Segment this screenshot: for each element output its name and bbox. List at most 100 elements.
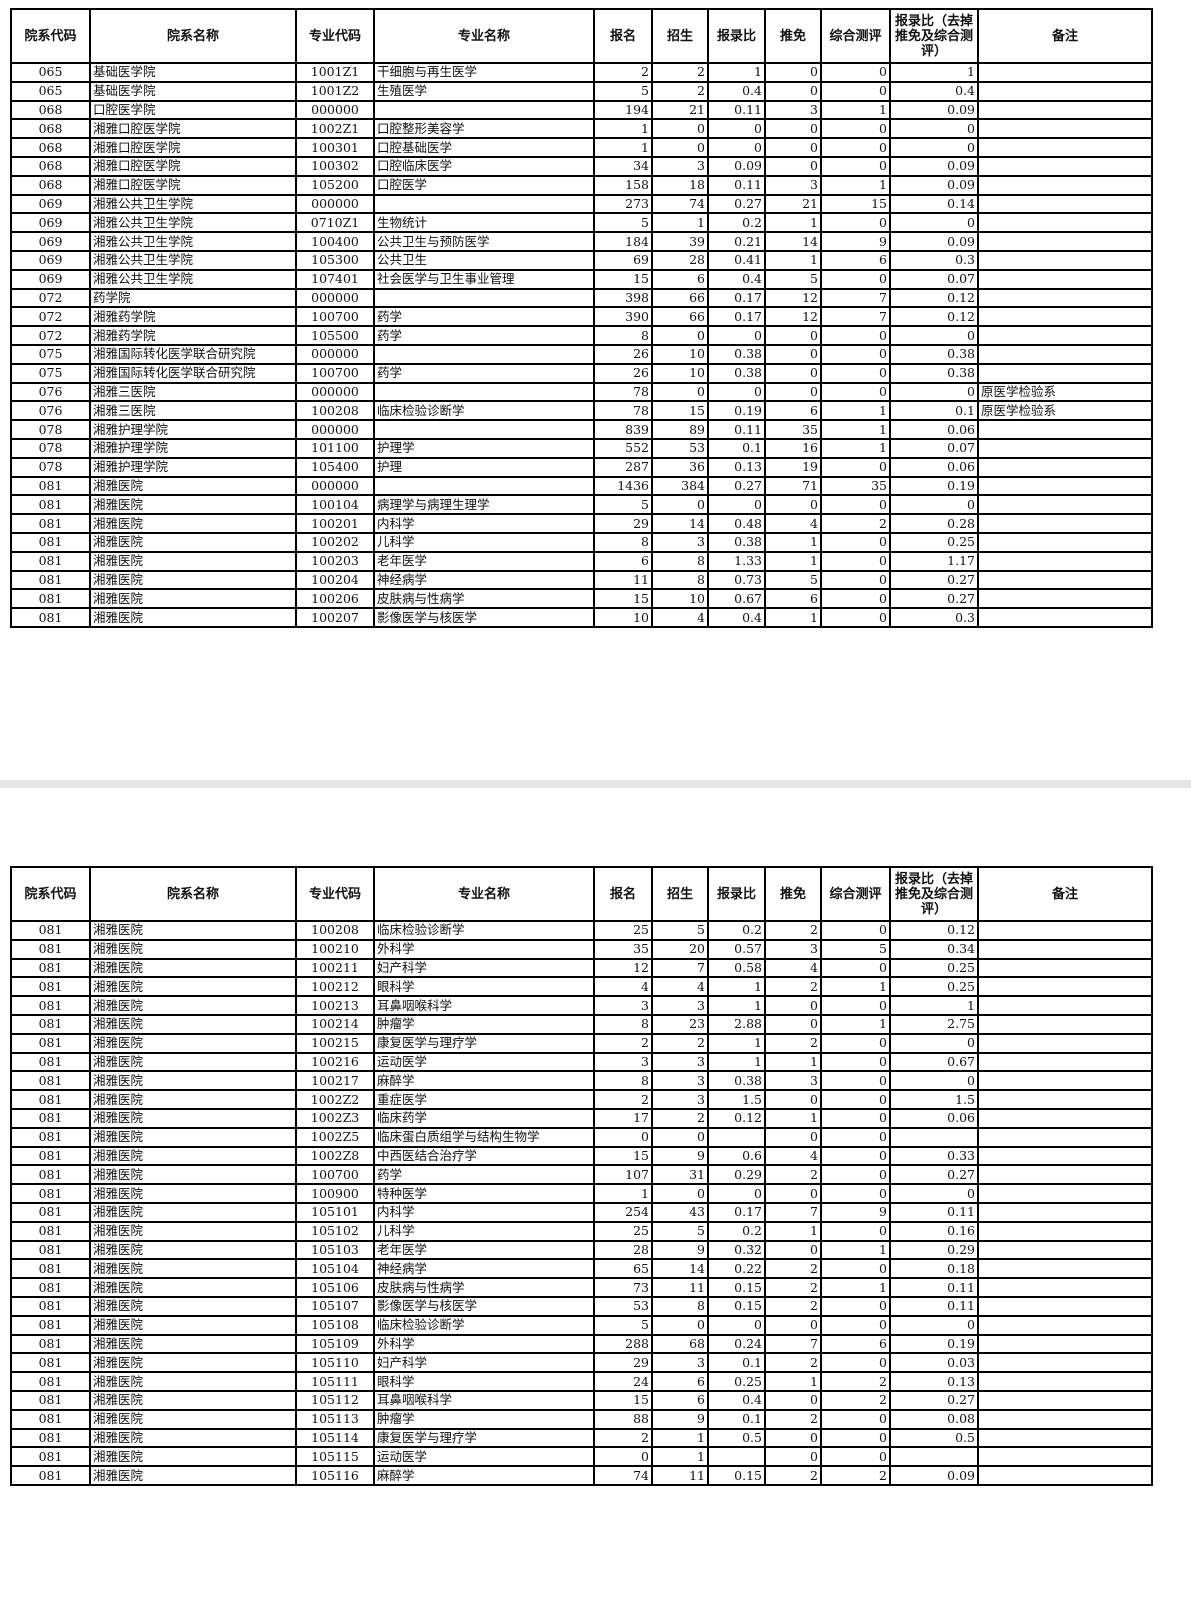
cell-evaluation: 0 (820, 1145, 891, 1167)
cell-major-code: 105102 (295, 1220, 375, 1242)
cell-ratio: 1 (707, 1051, 766, 1073)
cell-dept-code: 081 (10, 1070, 91, 1092)
cell-major-code: 105107 (295, 1295, 375, 1317)
cell-major-code: 105114 (295, 1427, 375, 1449)
cell-dept-code: 068 (10, 155, 91, 177)
cell-dept-name: 湘雅医院 (89, 995, 297, 1016)
cell-enrolled: 28 (651, 249, 709, 271)
table-row: 069 湘雅公共卫生学院 0710Z1 生物统计 5 1 0.2 1 0 0 (10, 212, 1153, 234)
table-row: 081 湘雅医院 100900 特种医学 1 0 0 0 0 0 (10, 1183, 1153, 1204)
cell-dept-code: 081 (10, 531, 91, 553)
cell-major-code: 1001Z2 (295, 80, 375, 102)
table-row: 081 湘雅医院 100201 内科学 29 14 0.48 4 2 0.28 (10, 513, 1153, 534)
cell-major-code: 000000 (295, 419, 375, 440)
cell-ratio: 0.38 (707, 1070, 766, 1092)
cell-dept-name: 湘雅国际转化医学联合研究院 (89, 362, 297, 384)
cell-applicants: 2 (593, 1032, 653, 1054)
cell-dept-code: 065 (10, 80, 91, 102)
cell-exempt: 3 (764, 174, 822, 196)
cell-adjusted-ratio: 0.3 (889, 249, 979, 271)
cell-applicants: 1436 (593, 475, 653, 497)
cell-exempt: 2 (764, 1408, 822, 1430)
cell-applicants: 0 (593, 1446, 653, 1468)
table-row: 081 湘雅医院 105104 神经病学 65 14 0.22 2 0 0.18 (10, 1258, 1153, 1280)
cell-evaluation: 0 (820, 268, 891, 290)
cell-exempt: 1 (764, 550, 822, 572)
table-row: 068 湘雅口腔医学院 100301 口腔基础医学 1 0 0 0 0 0 (10, 137, 1153, 158)
cell-major-name: 运动医学 (373, 1446, 595, 1468)
cell-applicants: 29 (593, 513, 653, 534)
table-row: 072 药学院 000000 398 66 0.17 12 7 0.12 (10, 287, 1153, 309)
header-ratio: 报录比 (707, 8, 766, 64)
cell-ratio: 0.09 (707, 155, 766, 177)
cell-evaluation: 0 (820, 1051, 891, 1073)
cell-major-code: 000000 (295, 475, 375, 497)
cell-note (977, 1239, 1153, 1261)
cell-adjusted-ratio: 1.5 (889, 1089, 979, 1110)
cell-evaluation: 6 (820, 249, 891, 271)
cell-enrolled: 1 (651, 1427, 709, 1449)
header-adjusted-ratio: 报录比（去掉推免及综合测评） (889, 866, 979, 922)
cell-dept-name: 湘雅医院 (89, 1107, 297, 1129)
cell-dept-code: 069 (10, 249, 91, 271)
cell-adjusted-ratio: 0 (889, 1183, 979, 1204)
cell-dept-name: 湘雅医院 (89, 976, 297, 998)
cell-evaluation: 1 (820, 1239, 891, 1261)
cell-dept-name: 湘雅医院 (89, 1314, 297, 1336)
cell-adjusted-ratio: 0.14 (889, 193, 979, 215)
cell-applicants: 25 (593, 1220, 653, 1242)
cell-ratio: 0.38 (707, 531, 766, 553)
cell-dept-name: 湘雅公共卫生学院 (89, 193, 297, 215)
cell-evaluation: 1 (820, 976, 891, 998)
cell-note (977, 1314, 1153, 1336)
cell-dept-name: 湘雅三医院 (89, 381, 297, 403)
header-dept-name: 院系名称 (89, 866, 297, 922)
cell-note (977, 1220, 1153, 1242)
cell-exempt: 0 (764, 1013, 822, 1035)
cell-evaluation: 0 (820, 325, 891, 346)
table-row: 081 湘雅医院 100700 药学 107 31 0.29 2 0 0.27 (10, 1164, 1153, 1186)
cell-enrolled: 10 (651, 362, 709, 384)
cell-exempt: 2 (764, 920, 822, 941)
cell-ratio: 0.38 (707, 362, 766, 384)
cell-dept-name: 湘雅医院 (89, 1465, 297, 1486)
cell-dept-code: 072 (10, 325, 91, 346)
cell-major-code: 105113 (295, 1408, 375, 1430)
cell-dept-code: 081 (10, 494, 91, 516)
cell-evaluation: 0 (820, 1164, 891, 1186)
cell-dept-code: 081 (10, 569, 91, 591)
cell-evaluation: 6 (820, 1333, 891, 1355)
cell-exempt: 1 (764, 1371, 822, 1392)
table-row: 081 湘雅医院 105109 外科学 288 68 0.24 7 6 0.19 (10, 1333, 1153, 1355)
cell-adjusted-ratio: 2.75 (889, 1013, 979, 1035)
cell-major-name (373, 381, 595, 403)
table-row: 072 湘雅药学院 105500 药学 8 0 0 0 0 0 (10, 325, 1153, 346)
cell-adjusted-ratio: 0 (889, 1032, 979, 1054)
cell-enrolled: 66 (651, 306, 709, 328)
table-row: 081 湘雅医院 105113 肿瘤学 88 9 0.1 2 0 0.08 (10, 1408, 1153, 1430)
cell-dept-name: 湘雅医院 (89, 1032, 297, 1054)
header-dept-name: 院系名称 (89, 8, 297, 64)
cell-enrolled: 0 (651, 325, 709, 346)
cell-adjusted-ratio: 0.19 (889, 475, 979, 497)
cell-dept-code: 069 (10, 212, 91, 234)
cell-note (977, 1089, 1153, 1110)
cell-major-code: 100206 (295, 588, 375, 610)
cell-ratio: 0.58 (707, 957, 766, 979)
cell-major-code: 101100 (295, 437, 375, 459)
cell-major-name: 老年医学 (373, 1239, 595, 1261)
cell-evaluation: 0 (820, 588, 891, 610)
cell-ratio: 0 (707, 325, 766, 346)
cell-dept-code: 081 (10, 1314, 91, 1336)
cell-note (977, 343, 1153, 365)
cell-note (977, 419, 1153, 440)
cell-major-name: 外科学 (373, 1333, 595, 1355)
cell-note (977, 1427, 1153, 1449)
cell-dept-code: 076 (10, 381, 91, 403)
cell-dept-code: 081 (10, 1295, 91, 1317)
cell-evaluation: 0 (820, 212, 891, 234)
cell-exempt: 2 (764, 1258, 822, 1280)
cell-dept-name: 湘雅医院 (89, 513, 297, 534)
cell-major-name: 公共卫生 (373, 249, 595, 271)
table-row: 081 湘雅医院 100211 妇产科学 12 7 0.58 4 0 0.25 (10, 957, 1153, 979)
